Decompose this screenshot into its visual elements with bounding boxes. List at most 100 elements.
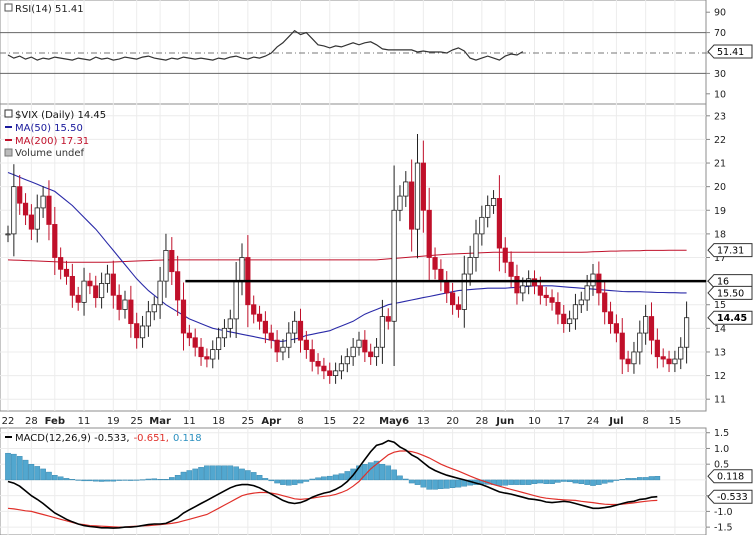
candle-body [186,332,192,339]
x-tick-label: 25 [130,416,143,427]
candle-body [122,299,128,310]
price-candle [514,264,520,305]
candle-body [128,299,134,325]
price-candle [5,225,11,243]
macd-histogram-bar [496,479,503,486]
macd-histogram-bar [128,479,134,481]
x-tick-label: Jul [608,416,623,427]
macd-histogram-bar [566,479,573,483]
x-tick-label: Jun [495,416,514,427]
macd-tick-label: 1.5 [714,428,729,439]
price-candle [496,175,503,272]
macd-histogram-bar [192,468,199,481]
candle-body [233,280,239,320]
last-price-tag-box [707,310,753,325]
macd-histogram-bar [420,479,427,488]
price-candle [180,282,187,351]
candle-body [22,202,29,216]
price-candle [204,348,210,368]
axis-layer: 9070503010232221201918171615141312111.51… [706,8,753,534]
level-value-tag: 16 [707,274,753,289]
candle-body [256,313,263,322]
price-candle [578,291,584,313]
candle-body [496,198,503,249]
macd-histogram-bar [596,479,602,485]
price-candle [268,324,274,349]
macd-histogram-bar [555,479,561,483]
macd-histogram-bar [403,478,409,481]
last-price-tag-text: 14.45 [717,313,747,324]
price-candle [613,314,620,343]
candle-body [490,198,497,206]
price-tick-label: 14 [714,324,726,335]
rsi-label: RSI(14) 51.41 [15,4,84,15]
candle-body [385,316,391,322]
rsi-tick-label: 90 [714,8,726,19]
price-candle [215,327,222,360]
ma50-line [7,171,687,342]
price-candle [151,296,157,321]
candle-body [210,349,216,360]
price-candle [409,159,415,252]
candle-body [502,247,508,263]
candle-body [157,280,163,306]
candle-body [303,339,309,350]
vix-label: $VIX (Daily) 14.45 [15,110,106,121]
candle-body [578,299,584,306]
macd-histogram-bar [449,479,456,488]
candle-body [449,292,456,306]
candle-body [596,273,602,294]
price-candle [40,186,46,218]
price-candle [426,187,432,280]
candle-body [537,285,543,296]
price-candle [543,287,549,306]
price-candle [169,237,175,286]
macd-value-tag: -0.533 [707,489,753,504]
macd-histogram-bar [344,471,351,481]
price-candle [251,295,257,324]
macd-histogram-bar [607,479,614,483]
ma50-label: MA(50) 15.50 [15,123,83,134]
macd-histogram-bar [245,470,251,481]
candle-body [180,299,187,334]
price-tick-label: 17 [714,253,726,264]
rsi-layer [0,29,706,74]
candle-body [332,370,339,376]
x-tick-label: 8 [642,416,648,427]
price-candle [110,260,116,309]
price-candle [99,272,105,309]
price-candle [391,165,397,367]
candle-body [58,257,64,270]
price-candle [262,311,269,344]
macd-histogram-bar [297,479,304,484]
x-tick-label: 13 [417,416,430,427]
macd-histogram-bar [163,479,169,481]
macd-value-tag-text: -0.533 [717,492,748,503]
price-candle [192,328,198,357]
candle-body [455,304,462,310]
price-candle [549,289,555,311]
macd-histogram-bar [373,460,380,481]
level-value-tag-box [707,274,753,289]
macd-histogram-bar [11,453,17,481]
price-candle [81,267,87,316]
rsi-legend: RSI(14) 51.41 [4,3,84,15]
price-candle [292,311,298,344]
candle-body [549,297,555,303]
candle-body [414,162,421,230]
candle-body [654,339,660,358]
candle-body [99,283,105,299]
rsi-value-tag: 51.41 [707,44,753,59]
macd-line [7,439,658,529]
volume-label: Volume undef [15,148,85,159]
macd-histogram-bar [584,479,590,485]
candle-body [338,363,345,372]
x-tick-label: 18 [212,416,225,427]
candle-body [520,285,526,294]
rsi-value-tag-text: 51.41 [717,47,744,58]
price-candle [221,319,228,348]
candle-body [34,207,40,230]
macd-tick-label: -1.0 [714,507,733,518]
candle-body [5,233,11,236]
x-tick-label: 20 [446,416,459,427]
